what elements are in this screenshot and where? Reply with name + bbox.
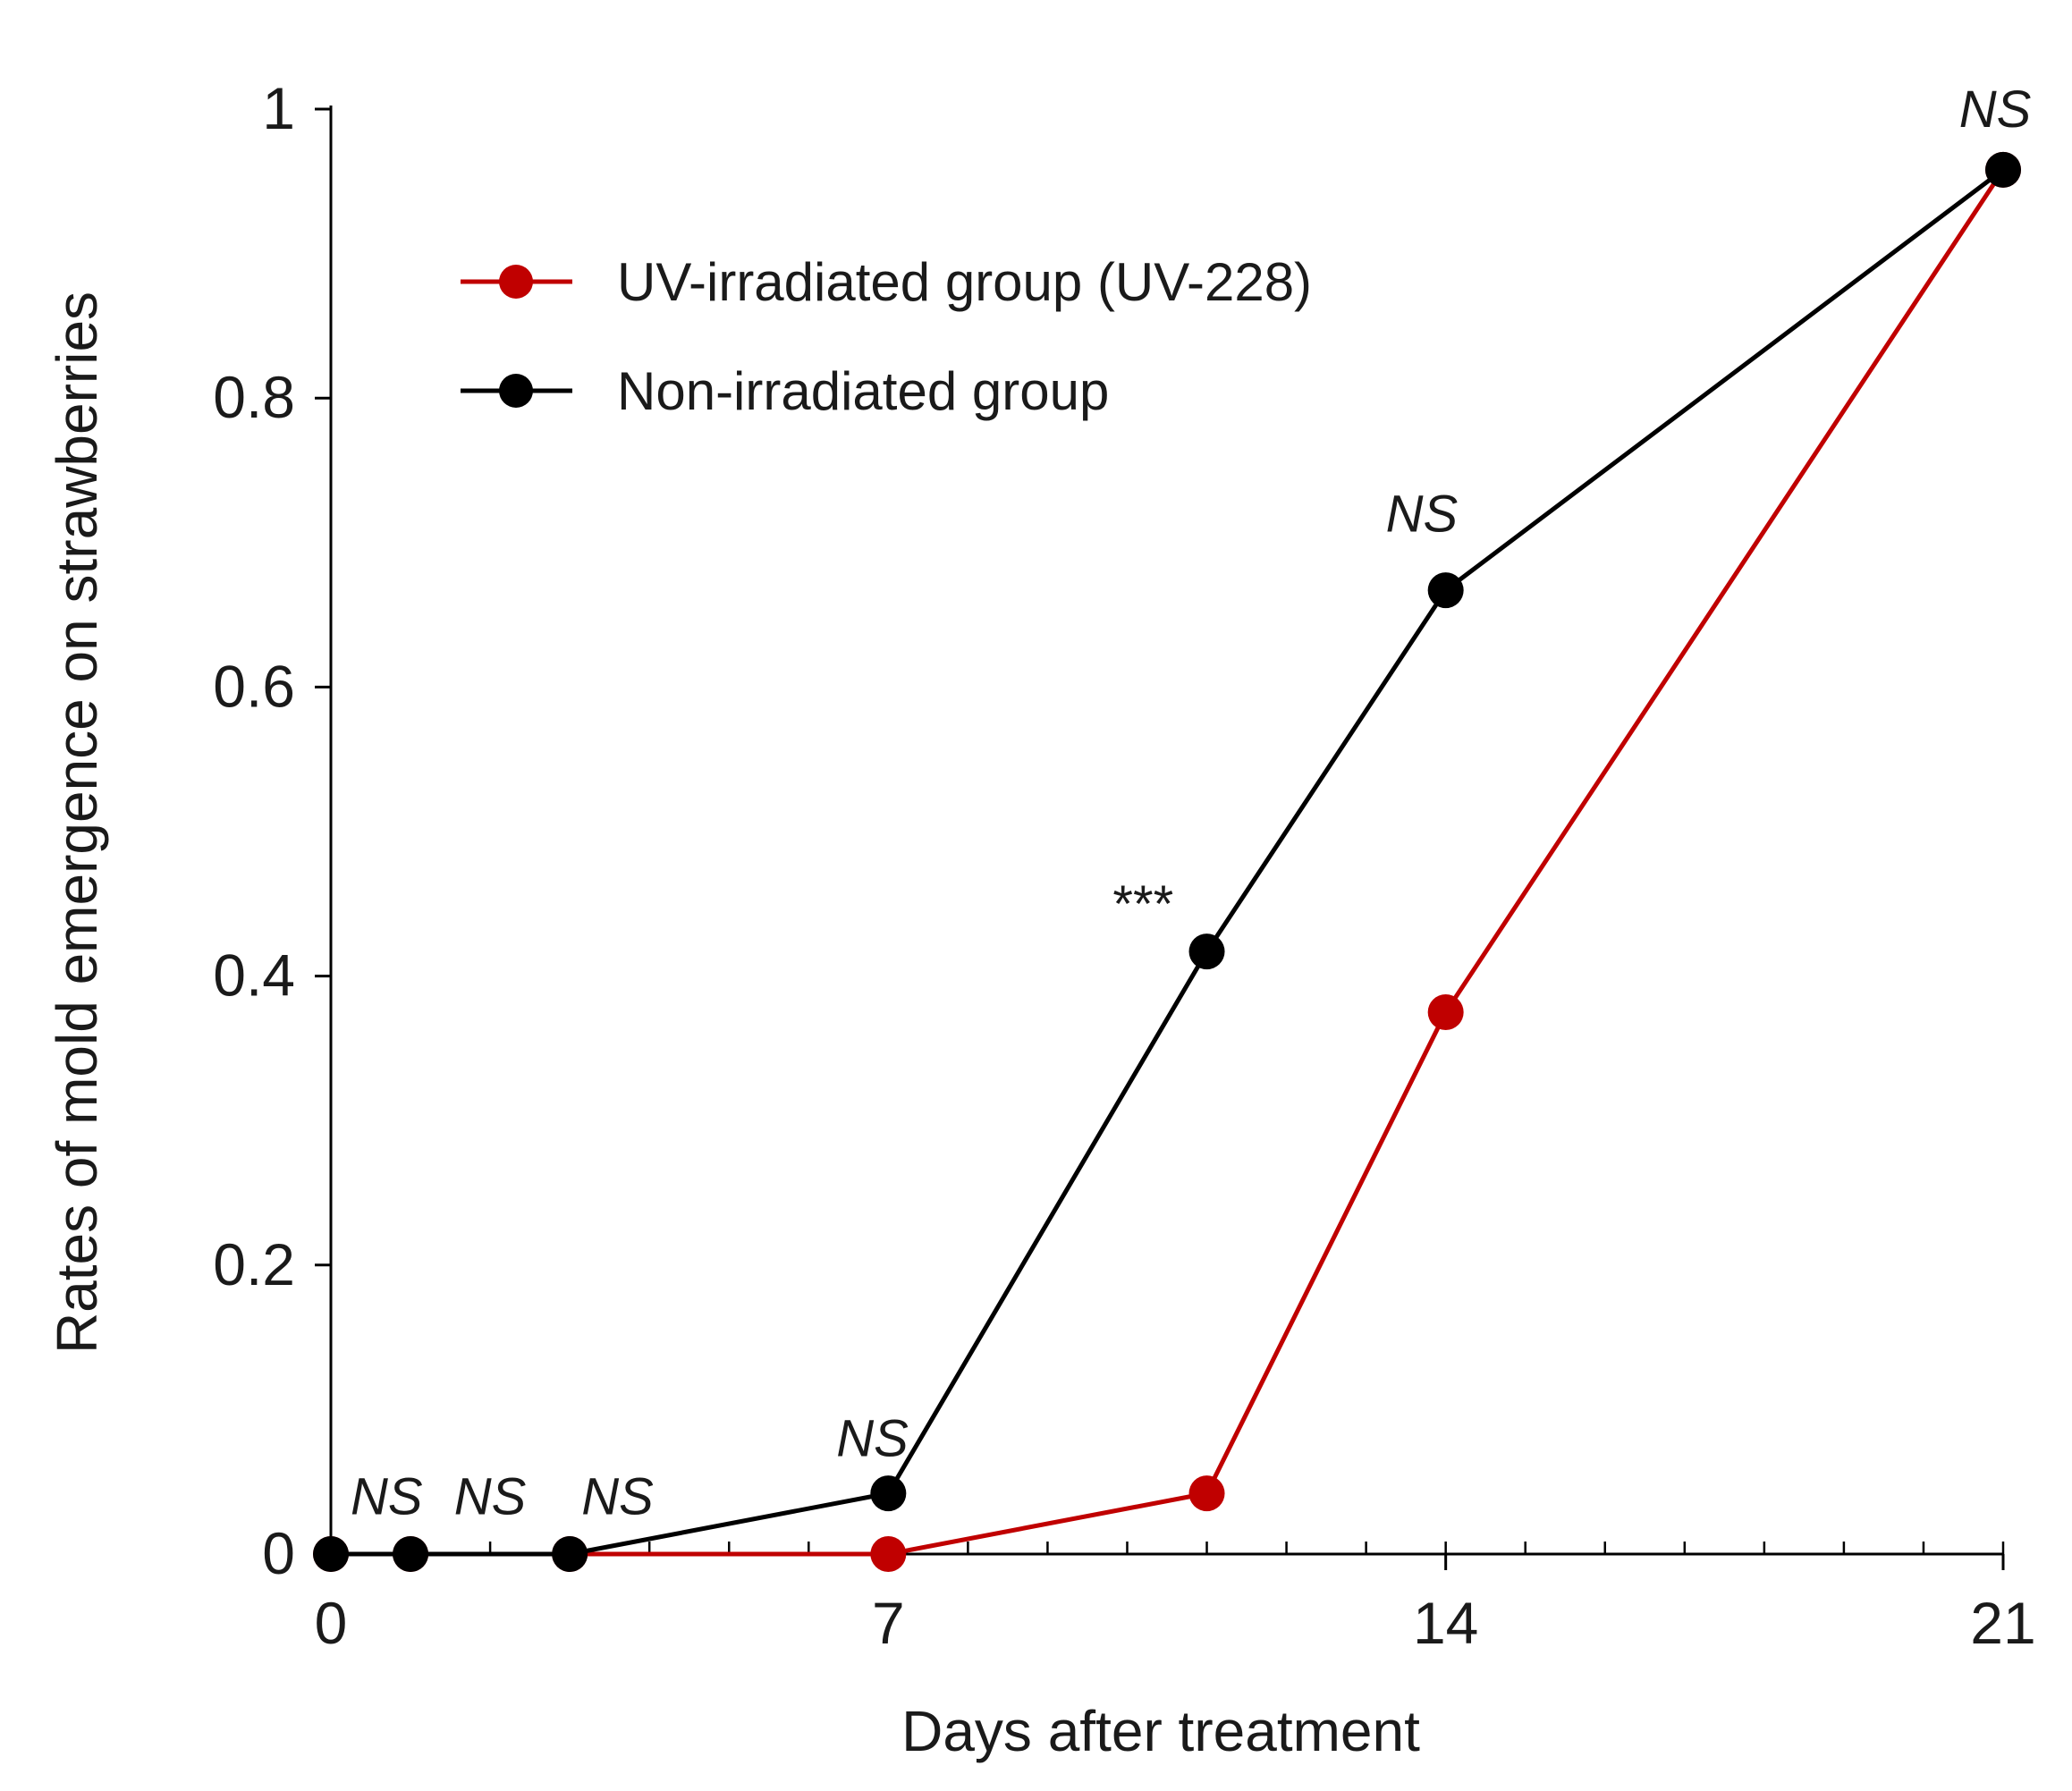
legend-marker [499,374,533,408]
x-tick-label: 0 [315,1590,348,1656]
legend-label: Non-irradiated group [617,361,1109,421]
y-tick-label: 0.6 [213,653,295,719]
significance-label: NS [1959,80,2032,139]
series-layer [313,151,2021,1572]
x-tick-label: 14 [1413,1590,1478,1656]
x-tick-label: 21 [1970,1590,2035,1656]
legend-marker [499,265,533,299]
series-0 [313,151,2021,1572]
y-tick-label: 0.8 [213,364,295,430]
x-axis-title: Days after treatment [901,1699,1420,1763]
legend-item: Non-irradiated group [461,361,1109,421]
data-point [313,1536,349,1572]
significance-label: NS [351,1467,423,1525]
data-point [1188,1475,1225,1512]
significance-label: NS [581,1467,654,1525]
data-point [870,1475,907,1512]
legend-item: UV-irradiated group (UV-228) [461,252,1312,312]
significance-label: NS [454,1467,527,1525]
data-point [870,1536,907,1572]
data-point [1427,572,1464,609]
data-point [1427,994,1464,1030]
data-point [552,1536,588,1572]
data-point [1985,151,2021,188]
y-tick-label: 0.2 [213,1231,295,1297]
legend: UV-irradiated group (UV-228) Non-irradiat… [461,252,1312,421]
significance-label: NS [836,1410,909,1468]
series-1 [313,151,2021,1572]
significance-label: NS [1386,485,1459,543]
series-line [331,168,2006,1557]
axes: 0 0.2 0.4 0.6 0.8 1 0 7 14 21 [213,75,2035,1656]
data-point [1188,934,1225,970]
x-tick-label: 7 [872,1590,905,1656]
legend-label: UV-irradiated group (UV-228) [617,252,1312,312]
annotations-layer: NS NS NS NS *** NS NS [351,80,2032,1525]
y-tick-label: 0.4 [213,942,295,1009]
significance-label: *** [1112,875,1173,934]
series-line [331,167,2005,1557]
data-point [393,1536,429,1572]
y-axis-title: Rates of mold emergence on strawberries [45,291,109,1354]
y-tick-label: 1 [262,75,295,141]
y-tick-label: 0 [262,1520,295,1586]
